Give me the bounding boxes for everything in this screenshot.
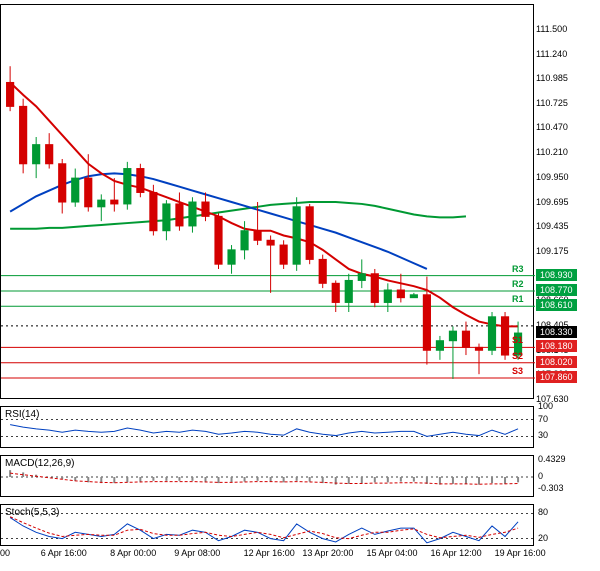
- macd-label: MACD(12,26,9): [5, 458, 74, 469]
- price-panel[interactable]: [0, 4, 534, 399]
- macd-svg: [1, 456, 535, 498]
- ylabel: 110.470: [536, 122, 568, 132]
- rsi-svg: [1, 407, 535, 449]
- macd-ylabel: -0.303: [538, 483, 564, 493]
- ylabel: 109.435: [536, 221, 569, 231]
- macd-ylabel: 0: [538, 471, 543, 481]
- ylabel: 110.985: [536, 73, 568, 83]
- xaxis-label: 16 Apr 12:00: [431, 548, 482, 558]
- price-tag-R1: 108.610: [536, 299, 577, 311]
- xaxis-label: r 08:00: [0, 548, 10, 558]
- xaxis-label: 13 Apr 20:00: [302, 548, 353, 558]
- price-tag-S3: 107.860: [536, 371, 577, 383]
- price-svg: [1, 5, 535, 400]
- rsi-label: RSI(14): [5, 409, 39, 420]
- macd-ylabel: 0.4329: [538, 454, 566, 464]
- xaxis-label: 9 Apr 08:00: [174, 548, 220, 558]
- ylabel: 110.725: [536, 98, 568, 108]
- sr-label-R2: R2: [512, 279, 524, 289]
- xaxis-label: 8 Apr 00:00: [110, 548, 156, 558]
- sr-label-R1: R1: [512, 294, 524, 304]
- sr-label-S1: S1: [512, 335, 523, 345]
- xaxis: r 08:00 6 Apr 16:00 8 Apr 00:00 9 Apr 08:00…: [0, 548, 534, 566]
- xaxis-label: 12 Apr 16:00: [244, 548, 295, 558]
- rsi-ylabel: 30: [538, 430, 548, 440]
- macd-panel[interactable]: MACD(12,26,9): [0, 455, 534, 497]
- ylabel: 111.240: [536, 49, 567, 59]
- stoch-label: Stoch(5,5,3): [5, 507, 59, 518]
- price-tag-R3: 108.930: [536, 269, 577, 281]
- stoch-panel[interactable]: Stoch(5,5,3): [0, 504, 534, 546]
- price-tag-S2: 108.020: [536, 356, 577, 368]
- rsi-ylabel: 100: [538, 401, 553, 411]
- ylabel: 109.175: [536, 246, 569, 256]
- sr-label-S2: S2: [512, 351, 523, 361]
- stoch-svg: [1, 505, 535, 547]
- stoch-ylabel: 80: [538, 507, 548, 517]
- xaxis-label: 6 Apr 16:00: [41, 548, 87, 558]
- rsi-panel[interactable]: RSI(14): [0, 406, 534, 448]
- rsi-ylabel: 70: [538, 414, 548, 424]
- trading-chart: 111.500 111.240 110.985 110.725 110.470 110.2…: [0, 0, 600, 571]
- price-tag-current: 108.330: [536, 326, 577, 338]
- sr-label-S3: S3: [512, 366, 523, 376]
- xaxis-label: 15 Apr 04:00: [366, 548, 417, 558]
- ylabel: 111.500: [536, 24, 567, 34]
- ylabel: 110.210: [536, 147, 568, 157]
- xaxis-label: 19 Apr 16:00: [495, 548, 546, 558]
- ylabel: 109.950: [536, 172, 569, 182]
- price-tag-R2: 108.770: [536, 284, 577, 296]
- price-tag-S1: 108.180: [536, 340, 577, 352]
- ylabel: 109.695: [536, 197, 569, 207]
- stoch-ylabel: 20: [538, 533, 548, 543]
- sr-label-R3: R3: [512, 264, 524, 274]
